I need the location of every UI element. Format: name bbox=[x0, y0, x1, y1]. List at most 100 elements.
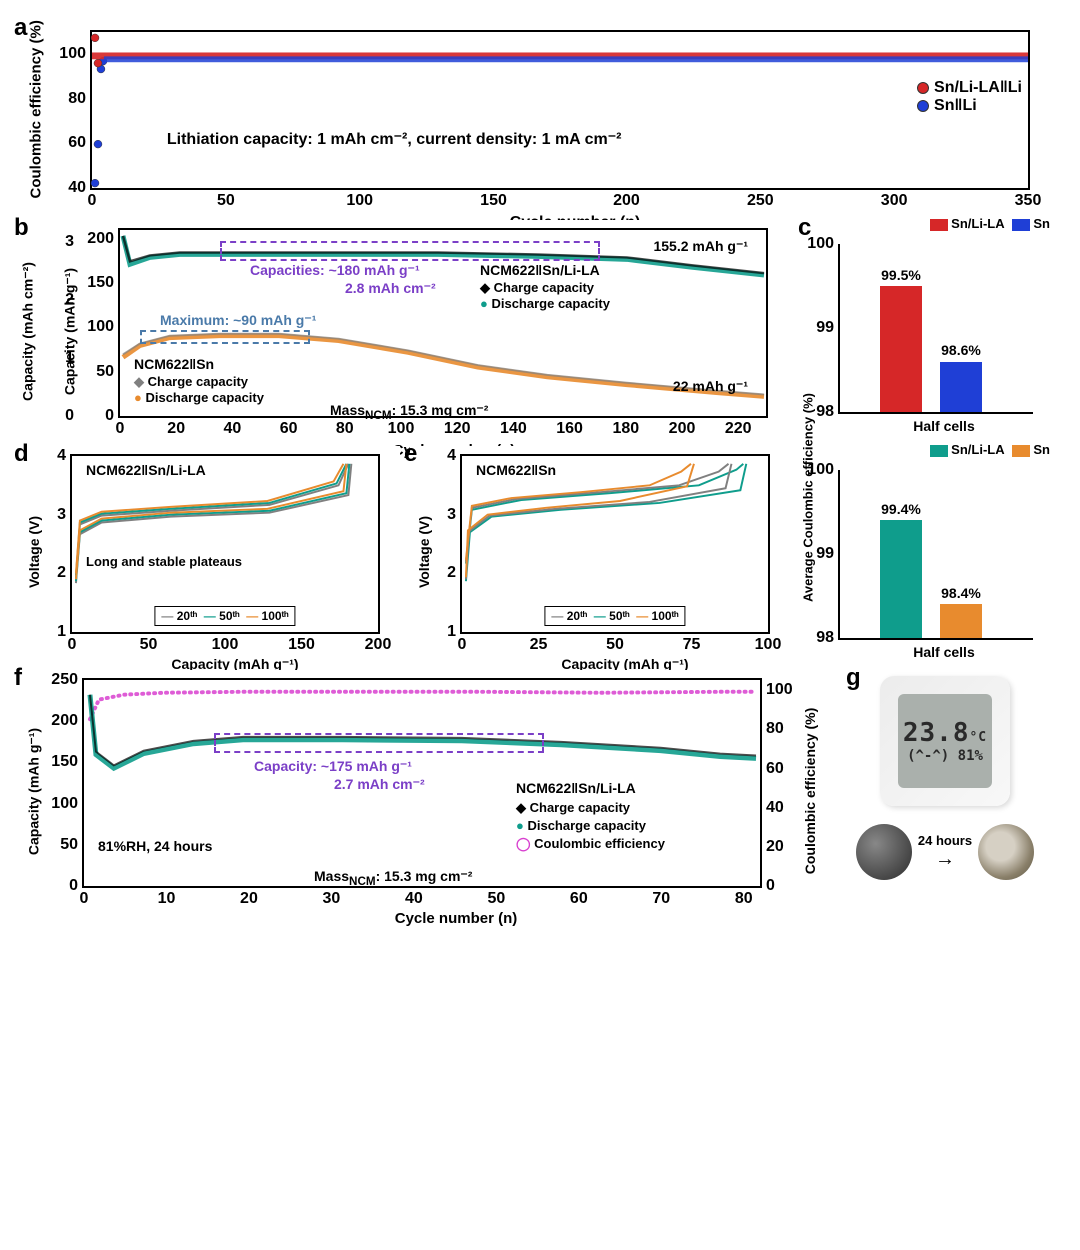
panel-label-a: a bbox=[14, 14, 27, 42]
leg: ◆ Charge capacity bbox=[516, 800, 630, 816]
xtick: 140 bbox=[500, 416, 527, 438]
xtick: 25 bbox=[530, 632, 548, 654]
chart-a-annotation: Lithiation capacity: 1 mAh cm⁻², current… bbox=[167, 129, 622, 149]
xtick: 70 bbox=[652, 886, 670, 908]
arrow-label: 24 hours bbox=[918, 833, 972, 848]
xtick: 60 bbox=[570, 886, 588, 908]
legend-c-bot: Sn/Li-LA Sn bbox=[930, 442, 1050, 457]
xtick: 160 bbox=[556, 416, 583, 438]
chart-e: NCM622‖Sn 1 2 3 4 0 25 50 75 100 — 20ᵗʰ … bbox=[460, 454, 770, 634]
chart-b-ylabel1: Capacity (mAh cm⁻²) bbox=[20, 237, 37, 427]
ytick: 98 bbox=[816, 403, 840, 421]
chart-c-bot: 99.4% 98.4% 98 99 100 bbox=[838, 470, 1033, 640]
panel-label-f: f bbox=[14, 664, 22, 692]
chart-f: 0 50 100 150 200 250 0 20 40 60 80 100 0… bbox=[82, 678, 762, 888]
xtick: 0 bbox=[88, 188, 97, 210]
xtick: 10 bbox=[158, 886, 176, 908]
legend-label: Sn/Li-LA‖Li bbox=[934, 79, 1022, 96]
ytick-r: 80 bbox=[760, 720, 784, 738]
leg: ● Discharge capacity bbox=[516, 818, 646, 833]
chart-e-ylabel: Voltage (V) bbox=[416, 462, 432, 642]
ytick: 98 bbox=[816, 629, 840, 647]
ytick: 60 bbox=[68, 134, 92, 152]
chart-d-legend: — 20ᵗʰ — 50ᵗʰ — 100ᵗʰ bbox=[154, 606, 295, 626]
xtick: 200 bbox=[669, 416, 696, 438]
ytick: 3 bbox=[57, 506, 72, 524]
chart-f-ylabel-r: Coulombic efficiency (%) bbox=[802, 686, 818, 896]
ann-top-right: 155.2 mAh g⁻¹ bbox=[653, 238, 748, 255]
xtick: 180 bbox=[612, 416, 639, 438]
chart-d-title: NCM622‖Sn/Li-LA bbox=[86, 462, 206, 478]
panel-c-bottom: Sn/Li-LA Sn 99.4% 98.4% 98 99 100 Averag… bbox=[800, 446, 1050, 640]
cell-f: NCM622‖Sn/Li-LA bbox=[516, 780, 636, 796]
chart-a: 40 60 80 100 0 50 100 150 200 250 300 35… bbox=[90, 30, 1030, 190]
chart-d-note: Long and stable plateaus bbox=[86, 554, 242, 569]
ytick: 3 bbox=[447, 506, 462, 524]
ytick-r: 60 bbox=[760, 760, 784, 778]
xtick: 50 bbox=[217, 188, 235, 210]
ann-max: Maximum: ~90 mAh g⁻¹ bbox=[160, 312, 316, 329]
dash-box-mid bbox=[140, 330, 310, 344]
chart-d-ylabel: Voltage (V) bbox=[26, 462, 42, 642]
panel-g: g 23.8°C (^-^) 81% 24 hours → bbox=[840, 670, 1050, 888]
leg: ◆ Charge capacity bbox=[480, 280, 594, 296]
bar bbox=[940, 604, 982, 638]
xtick: 200 bbox=[613, 188, 640, 210]
xtick: 220 bbox=[725, 416, 752, 438]
ytick-r: 0 bbox=[760, 877, 775, 895]
panel-d: d NCM622‖Sn/Li-LA Long and stable platea… bbox=[20, 446, 400, 640]
ytick: 150 bbox=[51, 753, 84, 771]
xtick: 40 bbox=[405, 886, 423, 908]
bar bbox=[880, 286, 922, 412]
panel-label-c: c bbox=[798, 214, 811, 242]
ytick: 2 bbox=[447, 564, 462, 582]
ytick-r: 20 bbox=[760, 838, 784, 856]
bar-label: 98.4% bbox=[941, 585, 981, 601]
bar bbox=[940, 362, 982, 412]
chart-e-title: NCM622‖Sn bbox=[476, 462, 556, 478]
ytick: 99 bbox=[816, 319, 840, 337]
ytick-r: 40 bbox=[760, 799, 784, 817]
xtick: 50 bbox=[140, 632, 158, 654]
arrow-icon: → bbox=[935, 848, 955, 871]
ytick: 80 bbox=[68, 90, 92, 108]
mass-f: MassNCM: 15.3 mg cm⁻² bbox=[314, 868, 472, 888]
ytick: 4 bbox=[447, 447, 462, 465]
cell-bot: NCM622‖Sn bbox=[134, 356, 214, 372]
xtick: 40 bbox=[223, 416, 241, 438]
electrode-before-icon bbox=[856, 824, 912, 880]
panel-e: e NCM622‖Sn 1 2 3 4 0 25 50 75 bbox=[410, 446, 790, 640]
bar-label: 99.5% bbox=[881, 267, 921, 283]
legend-item: Sn‖Li bbox=[917, 97, 1022, 115]
ytick: 100 bbox=[807, 235, 840, 253]
panel-b: b 0 1 2 3 0 50 bbox=[20, 220, 790, 418]
ann-cap-f2: 2.7 mAh cm⁻² bbox=[334, 776, 425, 793]
ann-cap-f: Capacity: ~175 mAh g⁻¹ bbox=[254, 758, 412, 775]
ytick: 200 bbox=[87, 230, 120, 248]
panel-label-e: e bbox=[404, 440, 417, 468]
xtick: 20 bbox=[167, 416, 185, 438]
legend-label: Sn‖Li bbox=[934, 97, 977, 114]
electrode-after-icon bbox=[978, 824, 1034, 880]
xtick: 80 bbox=[735, 886, 753, 908]
ytick: 4 bbox=[57, 447, 72, 465]
chart-f-ylabel: Capacity (mAh g⁻¹) bbox=[26, 687, 43, 897]
panel-c: c Sn/Li-LA Sn 99.5% 98.6% 98 99 100 Half… bbox=[800, 220, 1050, 418]
panel-a: a 40 60 bbox=[20, 20, 1060, 190]
ann-cap-top: Capacities: ~180 mAh g⁻¹ bbox=[250, 262, 420, 279]
leg: ◯ Coulombic efficiency bbox=[516, 836, 665, 852]
xtick: 50 bbox=[487, 886, 505, 908]
cell-top: NCM622‖Sn/Li-LA bbox=[480, 262, 600, 278]
xtick: 100 bbox=[346, 188, 373, 210]
ann-rh: 81%RH, 24 hours bbox=[98, 838, 212, 854]
xtick: 150 bbox=[480, 188, 507, 210]
xtick: 300 bbox=[881, 188, 908, 210]
electrode-comparison: 24 hours → bbox=[856, 824, 1034, 880]
leg: ◆ Charge capacity bbox=[134, 374, 248, 390]
bar-label: 99.4% bbox=[881, 501, 921, 517]
xtick: 0 bbox=[458, 632, 467, 654]
ytick: 100 bbox=[87, 318, 120, 336]
xtick: 50 bbox=[606, 632, 624, 654]
xtick: 75 bbox=[683, 632, 701, 654]
ann-cap-top2: 2.8 mAh cm⁻² bbox=[345, 280, 436, 297]
